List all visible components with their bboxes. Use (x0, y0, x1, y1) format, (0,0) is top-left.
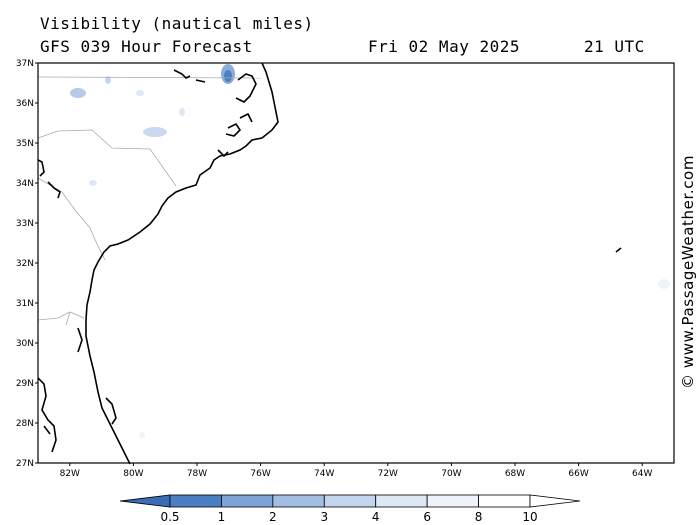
chart-title: Visibility (nautical miles) (40, 14, 314, 33)
forecast-time: 21 UTC (584, 37, 645, 56)
colorbar-label: 10 (522, 510, 537, 524)
colorbar-label: 6 (423, 510, 431, 524)
lat-label: 37N (16, 59, 34, 69)
colorbar-label: 3 (320, 510, 328, 524)
lon-label: 70W (441, 469, 461, 479)
lat-label: 30N (16, 339, 34, 349)
colorbar-segment (323, 494, 377, 508)
colorbar-label: 8 (475, 510, 483, 524)
coastline (37, 62, 622, 465)
map-frame (37, 62, 675, 464)
colorbar-segment (169, 494, 222, 508)
visibility-shading (70, 64, 670, 438)
state-borders (37, 76, 263, 326)
lon-label: 68W (505, 469, 525, 479)
lat-label: 28N (16, 419, 34, 429)
lon-label: 76W (250, 469, 270, 479)
colorbar-label: 2 (269, 510, 277, 524)
forecast-label: GFS 039 Hour Forecast (40, 37, 253, 56)
forecast-date: Fri 02 May 2025 (368, 37, 520, 56)
colorbar: 0.5 1 2 3 4 6 8 10 (119, 494, 581, 524)
lon-label: 64W (632, 469, 652, 479)
lon-label: 66W (568, 469, 588, 479)
lat-label: 34N (16, 179, 34, 189)
lat-label: 36N (16, 99, 34, 109)
lat-label: 29N (16, 379, 34, 389)
colorbar-label: 4 (372, 510, 380, 524)
lat-label: 33N (16, 219, 34, 229)
lat-label: 31N (16, 299, 34, 309)
colorbar-segment (221, 494, 274, 508)
lon-label: 78W (187, 469, 207, 479)
colorbar-label: 1 (218, 510, 226, 524)
colorbar-segment (426, 494, 479, 508)
lat-label: 27N (16, 459, 34, 469)
colorbar-high-arrow (529, 494, 581, 508)
colorbar-low-arrow (119, 494, 171, 508)
longitude-axis: 82W 80W 78W 76W 74W 72W 70W 68W 66W 64W (60, 463, 652, 479)
colorbar-label: 0.5 (160, 510, 179, 524)
lon-label: 74W (314, 469, 334, 479)
colorbar-segment (375, 494, 428, 508)
lat-label: 35N (16, 139, 34, 149)
colorbar-segment (272, 494, 325, 508)
latitude-axis: 27N 28N 29N 30N 31N 32N 33N 34N 35N 36N 37N (16, 59, 38, 469)
lat-label: 32N (16, 259, 34, 269)
lon-label: 80W (123, 469, 143, 479)
colorbar-segment (478, 494, 531, 508)
lon-label: 82W (60, 469, 80, 479)
lon-label: 72W (378, 469, 398, 479)
